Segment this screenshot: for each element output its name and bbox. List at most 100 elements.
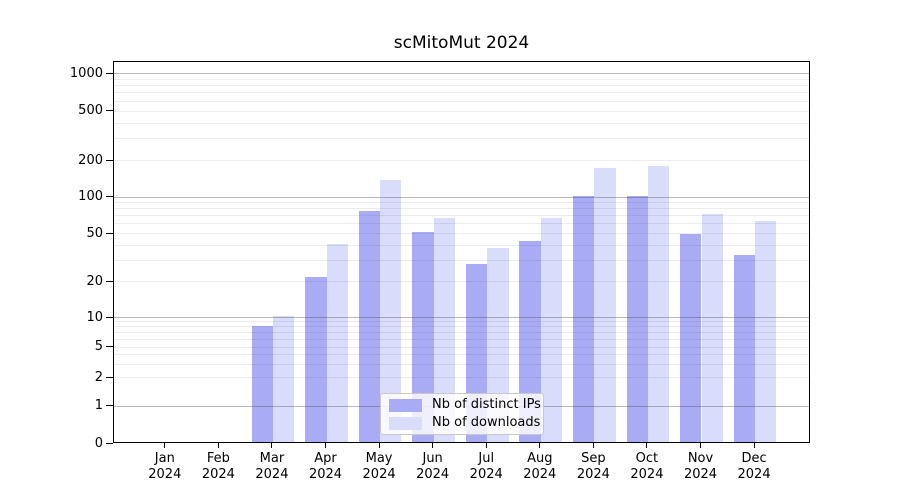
x-tick-label: Feb 2024 (188, 451, 248, 483)
bar-downloads (594, 167, 616, 442)
x-tick-month: Mar (259, 451, 285, 466)
gridline-minor (114, 122, 809, 124)
gridline-minor (114, 338, 809, 340)
gridline-minor (114, 363, 809, 365)
chart-title: scMitoMut 2024 (393, 33, 530, 53)
bar-distinct-ips (680, 234, 702, 442)
bar-distinct-ips (572, 195, 595, 442)
x-tick-year: 2024 (255, 467, 289, 482)
gridline-minor (114, 332, 809, 334)
x-tick-month: Jan (154, 451, 175, 466)
x-tick-label: Aug 2024 (510, 451, 570, 483)
y-tick-mark (106, 110, 113, 111)
legend-label: Nb of distinct IPs (432, 397, 541, 412)
legend-swatch (389, 416, 422, 430)
x-tick-mark (432, 443, 434, 448)
x-tick-month: Oct (635, 451, 659, 466)
x-tick-label: Nov 2024 (671, 451, 731, 483)
bar-distinct-ips (733, 255, 756, 442)
x-tick-year: 2024 (630, 467, 664, 482)
x-tick-label: Apr 2024 (296, 451, 356, 483)
y-tick-label: 2 (94, 369, 103, 385)
bar-downloads (755, 220, 777, 442)
y-tick-mark (106, 346, 113, 347)
legend-item: Nb of downloads (389, 416, 543, 430)
x-tick-mark (271, 443, 273, 448)
gridline-minor (114, 208, 809, 210)
y-tick-mark (106, 405, 113, 406)
x-tick-month: Feb (206, 451, 230, 466)
legend-item: Nb of distinct IPs (389, 398, 543, 412)
x-tick-year: 2024 (362, 467, 396, 482)
y-tick-label: 50 (86, 225, 103, 241)
gridline-minor (114, 259, 809, 261)
bar-downloads (701, 214, 723, 442)
y-tick-mark (106, 196, 113, 197)
bar-downloads (433, 218, 456, 442)
x-tick-mark (325, 443, 326, 448)
x-tick-month: Apr (314, 451, 337, 466)
x-tick-label: Dec 2024 (724, 451, 784, 483)
x-tick-month: Aug (527, 451, 553, 466)
y-tick-mark (106, 72, 113, 74)
bar-distinct-ips (305, 277, 327, 442)
y-tick-mark (106, 316, 113, 318)
legend-swatch (389, 398, 422, 412)
gridline-minor (114, 377, 809, 378)
x-tick-month: Nov (687, 451, 714, 466)
x-tick-label: Sep 2024 (563, 451, 623, 483)
x-tick-month: Jul (478, 451, 495, 466)
gridline-major (114, 196, 809, 198)
x-tick-label: Jan 2024 (135, 451, 195, 483)
bar-downloads (540, 218, 563, 442)
x-tick-year: 2024 (201, 467, 235, 482)
gridline-minor (114, 160, 809, 161)
bar-distinct-ips (519, 241, 541, 442)
plot-area (113, 61, 810, 443)
bar-downloads (380, 179, 402, 442)
gridline-minor (114, 244, 809, 246)
x-tick-year: 2024 (683, 467, 718, 482)
gridline-minor (114, 100, 809, 102)
gridline-minor (114, 215, 809, 217)
x-tick-month: Sep (581, 451, 606, 466)
y-tick-mark (106, 442, 113, 444)
x-tick-year: 2024 (576, 467, 610, 482)
x-tick-year: 2024 (469, 467, 503, 482)
x-tick-mark (539, 443, 541, 448)
x-tick-month: Jun (422, 451, 443, 466)
y-tick-label: 10 (86, 309, 103, 325)
x-tick-year: 2024 (148, 467, 182, 482)
gridline-minor (114, 138, 809, 140)
x-tick-year: 2024 (523, 467, 557, 482)
x-tick-label: Jun 2024 (403, 451, 463, 483)
x-tick-mark (646, 443, 648, 448)
x-tick-mark (164, 443, 166, 448)
x-tick-year: 2024 (416, 467, 450, 482)
bar-downloads (272, 316, 295, 442)
y-tick-label: 1000 (69, 65, 103, 81)
gridline-minor (114, 110, 809, 112)
y-tick-label: 5 (94, 339, 103, 354)
gridline-minor (114, 78, 809, 80)
bar-distinct-ips (251, 325, 273, 442)
gridline-major (114, 317, 809, 318)
bar-downloads (326, 243, 348, 442)
y-tick-label: 20 (86, 273, 103, 289)
gridline-minor (114, 85, 809, 87)
y-tick-mark (106, 280, 113, 282)
y-tick-mark (106, 159, 113, 161)
x-tick-label: Jul 2024 (456, 451, 516, 483)
gridline-minor (114, 202, 809, 204)
x-tick-label: Oct 2024 (617, 451, 677, 483)
gridline-minor (114, 233, 809, 234)
y-tick-label: 0 (94, 435, 103, 451)
y-tick-mark (106, 232, 113, 234)
gridline-minor (114, 281, 809, 282)
y-tick-label: 500 (78, 103, 103, 118)
bar-distinct-ips (626, 195, 648, 442)
gridline-minor (114, 326, 809, 328)
y-tick-label: 1 (94, 398, 103, 413)
gridline-minor (114, 346, 809, 348)
